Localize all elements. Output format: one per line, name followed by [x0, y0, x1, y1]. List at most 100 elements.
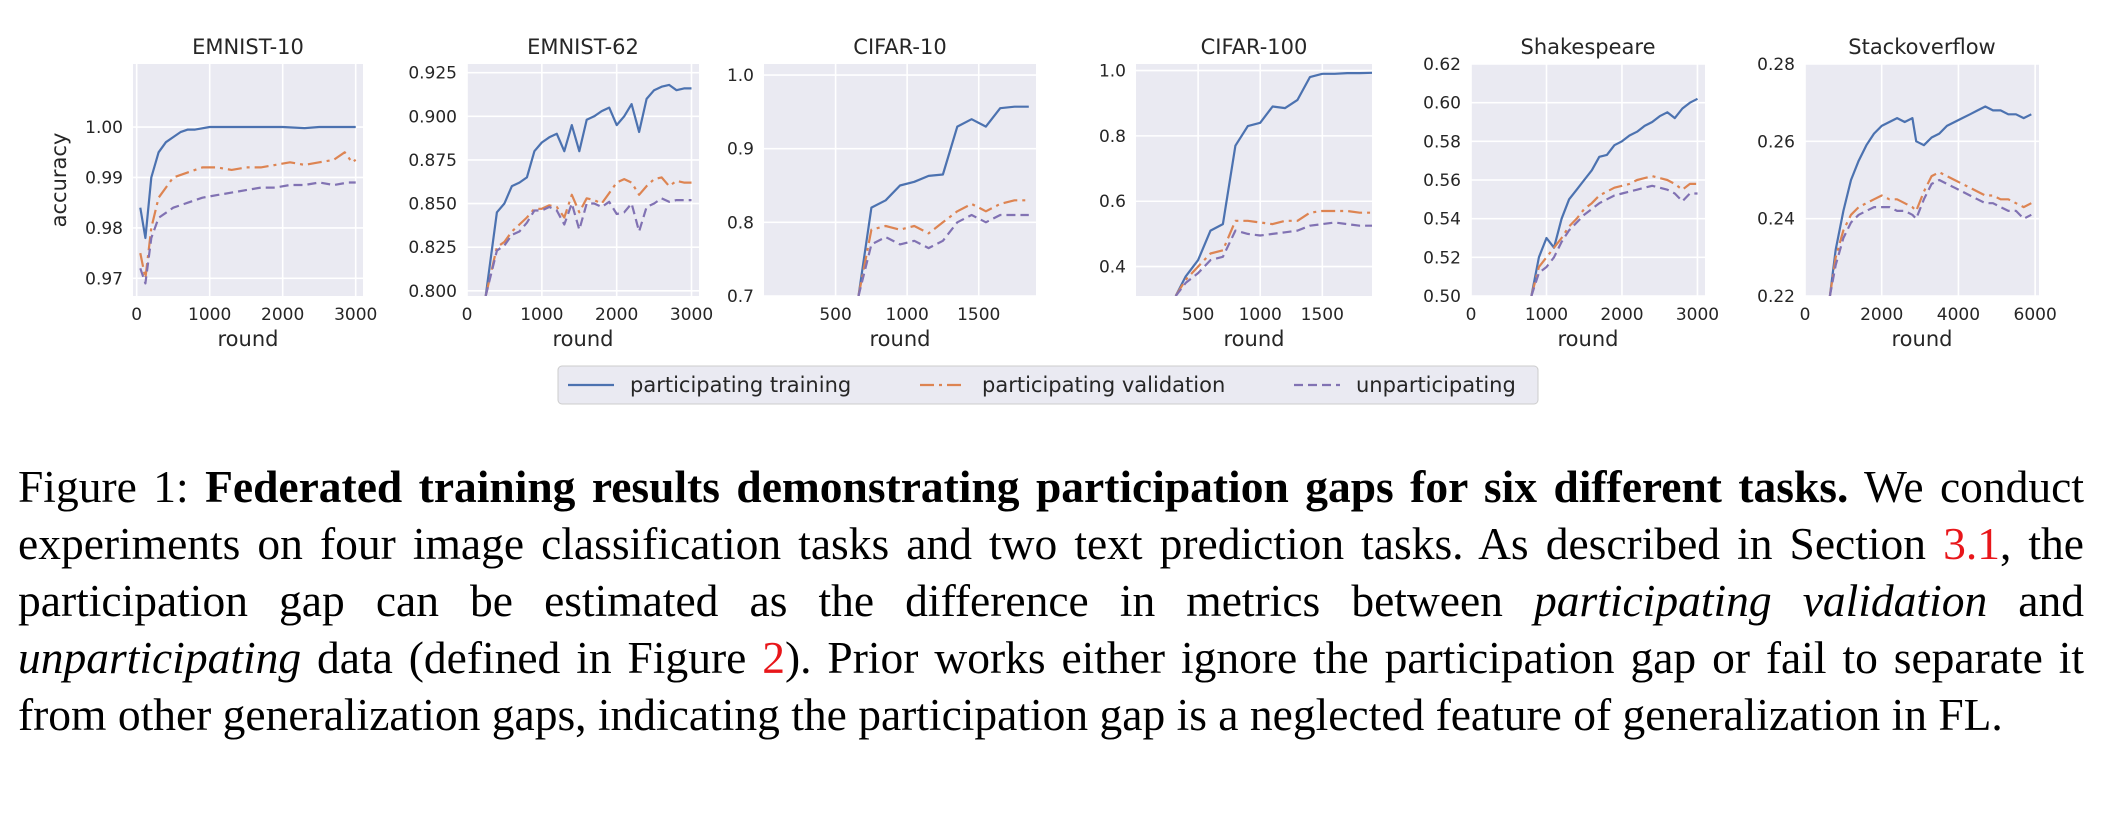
y-tick-label: 0.62 [1423, 55, 1461, 75]
y-tick-label: 1.0 [1099, 62, 1126, 82]
x-tick-label: 2000 [261, 305, 304, 325]
series-line-2 [139, 151, 357, 280]
x-tick-label: 0 [1800, 305, 1811, 325]
y-tick-label: 0.9 [727, 140, 754, 160]
series-line-3 [857, 213, 1029, 296]
x-tick-label: 3000 [334, 305, 377, 325]
x-tick-label: 1000 [520, 305, 563, 325]
y-tick-label: 0.8 [1099, 127, 1126, 147]
series-line-3 [1828, 178, 2032, 296]
y-tick-label: 0.850 [408, 195, 457, 215]
y-tick-label: 0.56 [1423, 171, 1461, 191]
series-line-1 [857, 105, 1029, 296]
series-line-2 [1174, 209, 1372, 296]
series-line-2 [1530, 175, 1698, 296]
series-line-3 [139, 181, 356, 285]
legend-label: unparticipating [1356, 373, 1516, 397]
series-line-3 [1174, 221, 1372, 296]
x-axis-label: round [553, 327, 614, 351]
x-tick-label: 0 [462, 305, 473, 325]
y-tick-label: 0.900 [408, 107, 457, 127]
x-tick-label: 6000 [2014, 305, 2057, 325]
y-tick-label: 0.6 [1099, 192, 1126, 212]
x-tick-label: 1500 [957, 305, 1000, 325]
x-tick-label: 1000 [886, 305, 929, 325]
chart-panel-5: 0 1000 2000 3000 0.50 0.52 0.54 0.56 0.58 0.60 0.6… [1423, 35, 1719, 351]
y-tick-label: 0.97 [85, 269, 123, 289]
chart-panel-2: 0 1000 2000 3000 0.800 0.825 0.850 0.875 0.900 0.… [408, 35, 713, 351]
x-tick-label: 2000 [595, 305, 638, 325]
y-tick-label: 0.26 [1757, 132, 1795, 152]
y-tick-label: 0.60 [1423, 94, 1461, 114]
y-tick-label: 0.99 [85, 168, 123, 188]
y-tick-label: 1.00 [85, 118, 123, 138]
chart-title: CIFAR-10 [853, 35, 946, 59]
plot-area [764, 64, 1036, 296]
series-line-2 [1828, 171, 2032, 296]
legend-label: participating training [630, 373, 851, 397]
x-axis-label: round [218, 327, 279, 351]
x-tick-label: 1000 [188, 305, 231, 325]
x-tick-label: 2000 [1600, 305, 1643, 325]
y-tick-label: 0.98 [85, 219, 123, 239]
caption-emphasis-1: participating validation [1534, 575, 1988, 626]
series-line-1 [1530, 97, 1699, 296]
x-tick-label: 500 [1182, 305, 1214, 325]
caption-text-4: data (defined in Figure [301, 632, 763, 683]
y-tick-label: 0.24 [1757, 210, 1795, 230]
x-axis-label: round [870, 327, 931, 351]
plot-area [133, 64, 363, 296]
y-tick-label: 0.22 [1757, 287, 1795, 307]
y-tick-label: 1.0 [727, 66, 754, 86]
caption-label: Figure 1: [18, 461, 189, 512]
legend-box [557, 365, 1539, 405]
figure-ref-link[interactable]: 2 [762, 632, 785, 683]
y-tick-label: 0.825 [408, 238, 457, 258]
y-tick-label: 0.800 [408, 282, 457, 302]
chart-panel-4: 500 1000 1500 0.4 0.6 0.8 1.0 CIFAR-100 round [1099, 35, 1372, 351]
y-tick-label: 0.7 [727, 287, 754, 307]
x-tick-label: 1000 [1239, 305, 1282, 325]
y-tick-label: 0.8 [727, 213, 754, 233]
caption-text-3: and [1987, 575, 2085, 626]
figure-charts: 0 1000 2000 30000.970.980.991.00EMNIST-10ro… [47, 35, 2057, 405]
section-ref-link[interactable]: 3.1 [1943, 518, 2000, 569]
chart-panel-3: 500 1000 1500 0.7 0.8 0.9 1.0 CIFAR-10 round [727, 35, 1036, 351]
y-tick-label: 0.4 [1099, 258, 1126, 278]
series-line-2 [857, 199, 1029, 296]
y-tick-label: 0.925 [408, 64, 457, 84]
caption-text-5: ). Prior works either ignore the partici… [18, 632, 2084, 740]
series-line-3 [1530, 184, 1698, 296]
series-line-1 [1174, 71, 1372, 296]
caption-emphasis-2: unparticipating [18, 632, 302, 683]
x-tick-label: 2000 [1860, 305, 1903, 325]
chart-panel-1: 0 1000 2000 3000 0.97 0.98 0.99 1.00 EMNIST-10 ro… [47, 35, 377, 351]
x-tick-label: 3000 [670, 305, 713, 325]
caption-text-1: We conduct experiments on four image cla… [18, 461, 2085, 569]
chart-title: CIFAR-100 [1201, 35, 1308, 59]
plot-area [1136, 64, 1372, 296]
chart-panel-6: 0 2000 4000 6000 0.22 0.24 0.26 0.28 Stackoverfl… [1757, 35, 2057, 351]
plot-area [467, 64, 699, 296]
y-axis-label: accuracy [47, 133, 71, 228]
series-line-1 [484, 83, 692, 296]
y-tick-label: 0.875 [408, 151, 457, 171]
legend-label: participating validation [982, 373, 1225, 397]
chart-legend: participating training participating vali… [557, 365, 1539, 405]
chart-title: EMNIST-10 [192, 35, 304, 59]
series-line-2 [484, 176, 692, 296]
x-axis-label: round [1558, 327, 1619, 351]
x-tick-label: 4000 [1937, 305, 1980, 325]
x-tick-label: 0 [1466, 305, 1477, 325]
caption-bold-title: Federated training results demonstrating… [205, 461, 1849, 512]
chart-title: EMNIST-62 [527, 35, 639, 59]
plot-area [1805, 64, 2039, 296]
y-tick-label: 0.50 [1423, 287, 1461, 307]
series-line-1 [1828, 105, 2032, 296]
x-tick-label: 0 [131, 305, 142, 325]
chart-title: Shakespeare [1521, 35, 1656, 59]
x-tick-label: 500 [819, 305, 851, 325]
x-tick-label: 3000 [1676, 305, 1719, 325]
x-tick-label: 1000 [1525, 305, 1568, 325]
x-axis-label: round [1224, 327, 1285, 351]
